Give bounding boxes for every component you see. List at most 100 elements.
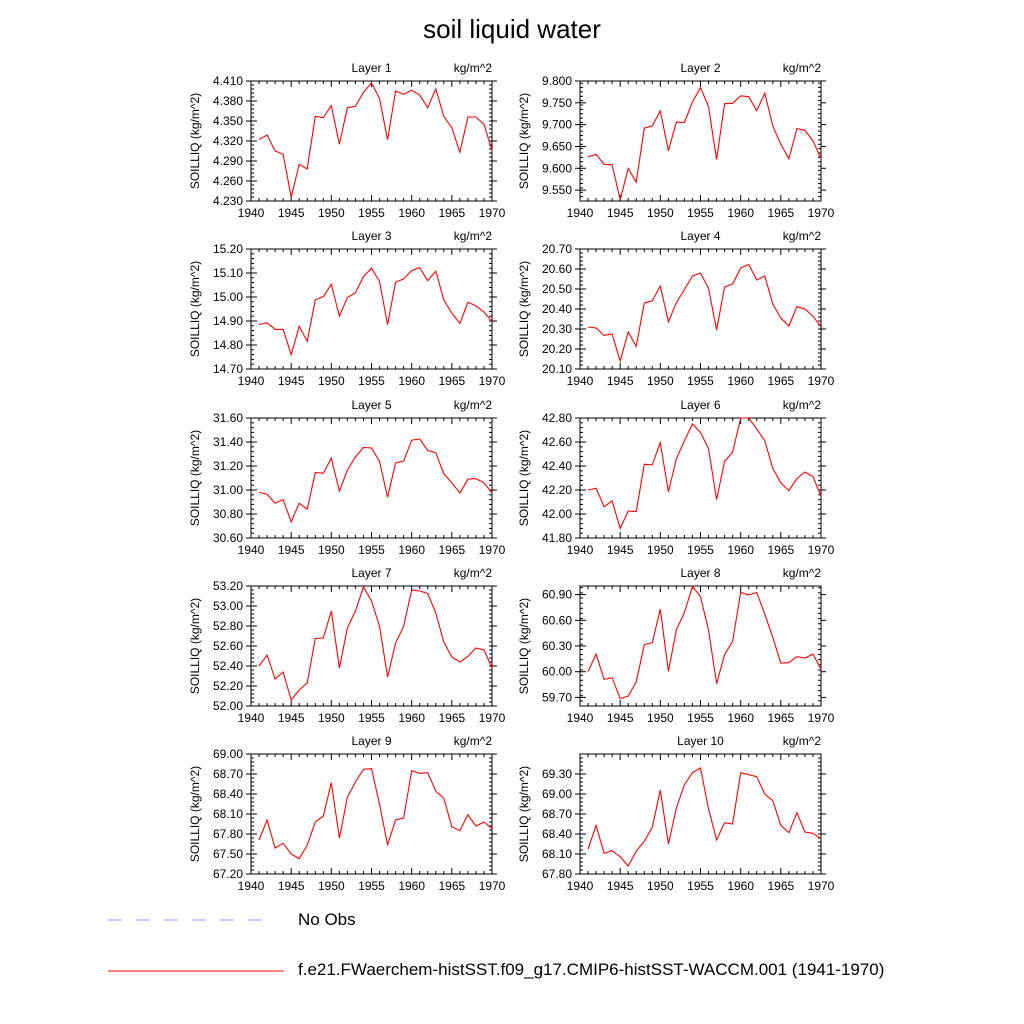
- y-tick-label-layer-9: 68.70: [213, 767, 243, 781]
- y-tick-label-layer-2: 9.750: [542, 96, 572, 110]
- legend-swatch-no-obs: [108, 919, 276, 921]
- panel-title-layer-4: Layer 4: [680, 229, 720, 243]
- x-tick-label-layer-7: 1965: [438, 711, 465, 725]
- y-tick-label-layer-1: 4.410: [213, 74, 243, 88]
- y-tick-label-layer-6: 41.80: [542, 531, 572, 545]
- plot-frame-layer-10: [579, 753, 822, 875]
- x-tick-label-layer-2: 1955: [687, 206, 714, 220]
- x-tick-label-layer-9: 1970: [479, 879, 506, 893]
- y-tick-label-layer-3: 15.00: [213, 290, 243, 304]
- panel-title-layer-8: Layer 8: [680, 566, 720, 580]
- y-tick-label-layer-9: 68.10: [213, 807, 243, 821]
- legend-swatch-model: [108, 970, 284, 972]
- x-tick-label-layer-5: 1945: [278, 543, 305, 557]
- panel-units-layer-8: kg/m^2: [783, 566, 822, 580]
- plot-frame-layer-3: [250, 248, 493, 370]
- y-tick-label-layer-8: 60.90: [542, 588, 572, 602]
- x-tick-label-layer-4: 1950: [647, 374, 674, 388]
- y-axis-label-layer-5: SOILLIQ (kg/m^2): [188, 430, 202, 526]
- x-tick-label-layer-3: 1965: [438, 374, 465, 388]
- x-tick-label-layer-10: 1950: [647, 879, 674, 893]
- x-tick-label-layer-9: 1950: [318, 879, 345, 893]
- x-tick-label-layer-2: 1940: [567, 206, 594, 220]
- x-tick-label-layer-9: 1945: [278, 879, 305, 893]
- x-tick-label-layer-10: 1945: [607, 879, 634, 893]
- y-axis-label-layer-7: SOILLIQ (kg/m^2): [188, 598, 202, 694]
- x-tick-label-layer-3: 1940: [238, 374, 265, 388]
- series-line-layer-6: [587, 417, 822, 530]
- y-tick-label-layer-9: 67.20: [213, 867, 243, 881]
- x-tick-label-layer-4: 1940: [567, 374, 594, 388]
- x-tick-label-layer-5: 1965: [438, 543, 465, 557]
- x-tick-label-layer-2: 1965: [767, 206, 794, 220]
- y-axis-label-layer-10: SOILLIQ (kg/m^2): [517, 766, 531, 862]
- y-tick-label-layer-1: 4.350: [213, 114, 243, 128]
- y-tick-label-layer-3: 14.80: [213, 338, 243, 352]
- y-tick-label-layer-1: 4.320: [213, 134, 243, 148]
- panel-title-layer-6: Layer 6: [680, 398, 720, 412]
- y-tick-label-layer-4: 20.70: [542, 242, 572, 256]
- x-tick-label-layer-8: 1945: [607, 711, 634, 725]
- y-tick-label-layer-5: 30.60: [213, 531, 243, 545]
- y-axis-label-layer-1: SOILLIQ (kg/m^2): [188, 93, 202, 189]
- series-line-layer-10: [587, 767, 822, 867]
- x-tick-label-layer-9: 1960: [398, 879, 425, 893]
- x-tick-label-layer-10: 1955: [687, 879, 714, 893]
- panel-title-layer-2: Layer 2: [680, 61, 720, 75]
- x-tick-label-layer-4: 1960: [727, 374, 754, 388]
- panel-title-layer-10: Layer 10: [677, 734, 724, 748]
- y-tick-label-layer-10: 68.40: [542, 827, 572, 841]
- y-tick-label-layer-10: 68.10: [542, 847, 572, 861]
- x-tick-label-layer-1: 1940: [238, 206, 265, 220]
- y-tick-label-layer-7: 53.00: [213, 599, 243, 613]
- x-tick-label-layer-10: 1940: [567, 879, 594, 893]
- series-line-layer-8: [587, 585, 822, 700]
- x-tick-label-layer-9: 1940: [238, 879, 265, 893]
- x-tick-label-layer-8: 1940: [567, 711, 594, 725]
- x-tick-label-layer-6: 1940: [567, 543, 594, 557]
- y-tick-label-layer-2: 9.800: [542, 74, 572, 88]
- y-tick-label-layer-6: 42.20: [542, 483, 572, 497]
- y-tick-label-layer-6: 42.60: [542, 435, 572, 449]
- y-tick-label-layer-4: 20.60: [542, 262, 572, 276]
- x-tick-label-layer-5: 1940: [238, 543, 265, 557]
- series-line-layer-4: [587, 263, 822, 363]
- x-tick-label-layer-1: 1960: [398, 206, 425, 220]
- x-tick-label-layer-5: 1970: [479, 543, 506, 557]
- x-tick-label-layer-4: 1965: [767, 374, 794, 388]
- y-tick-label-layer-5: 31.40: [213, 435, 243, 449]
- panel-units-layer-2: kg/m^2: [783, 61, 822, 75]
- panel-units-layer-9: kg/m^2: [454, 734, 493, 748]
- x-tick-label-layer-5: 1960: [398, 543, 425, 557]
- x-tick-label-layer-7: 1960: [398, 711, 425, 725]
- x-tick-label-layer-8: 1955: [687, 711, 714, 725]
- y-tick-label-layer-10: 69.00: [542, 787, 572, 801]
- y-tick-label-layer-6: 42.80: [542, 411, 572, 425]
- x-tick-label-layer-3: 1955: [358, 374, 385, 388]
- x-tick-label-layer-6: 1950: [647, 543, 674, 557]
- x-tick-label-layer-1: 1955: [358, 206, 385, 220]
- y-tick-label-layer-3: 15.20: [213, 242, 243, 256]
- y-tick-label-layer-3: 14.70: [213, 362, 243, 376]
- x-tick-label-layer-8: 1960: [727, 711, 754, 725]
- y-axis-label-layer-9: SOILLIQ (kg/m^2): [188, 766, 202, 862]
- x-tick-label-layer-6: 1965: [767, 543, 794, 557]
- series-line-layer-2: [587, 86, 822, 200]
- y-tick-label-layer-3: 15.10: [213, 266, 243, 280]
- x-tick-label-layer-7: 1970: [479, 711, 506, 725]
- y-tick-label-layer-7: 52.80: [213, 619, 243, 633]
- y-tick-label-layer-9: 67.80: [213, 827, 243, 841]
- panel-title-layer-9: Layer 9: [351, 734, 391, 748]
- figure-title: soil liquid water: [423, 14, 601, 44]
- x-tick-label-layer-6: 1970: [808, 543, 835, 557]
- y-tick-label-layer-9: 68.40: [213, 787, 243, 801]
- plot-frame-layer-5: [250, 417, 493, 539]
- panel-units-layer-5: kg/m^2: [454, 398, 493, 412]
- y-axis-label-layer-2: SOILLIQ (kg/m^2): [517, 93, 531, 189]
- plot-frame-layer-9: [250, 753, 493, 875]
- y-tick-label-layer-8: 60.00: [542, 665, 572, 679]
- panel-units-layer-7: kg/m^2: [454, 566, 493, 580]
- x-tick-label-layer-10: 1965: [767, 879, 794, 893]
- y-tick-label-layer-5: 31.20: [213, 459, 243, 473]
- y-tick-label-layer-9: 69.00: [213, 747, 243, 761]
